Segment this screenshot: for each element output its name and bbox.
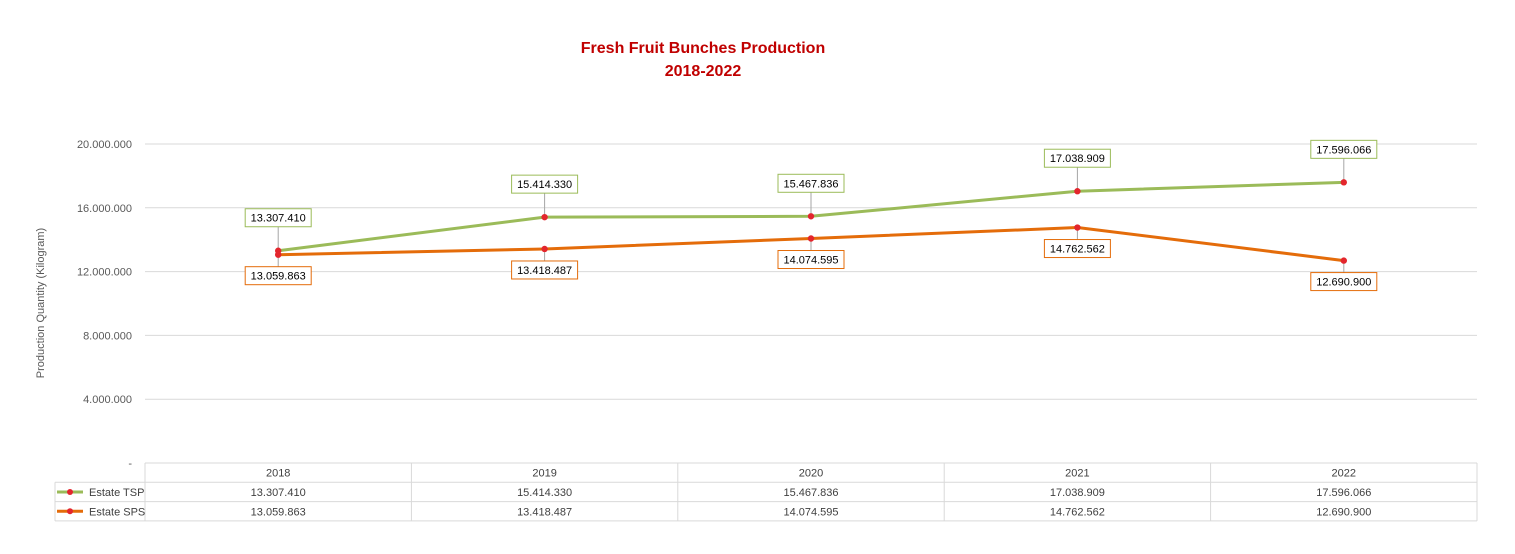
table-cell: 13.059.863 — [251, 506, 306, 518]
gridlines — [145, 143, 1477, 400]
data-point — [807, 235, 815, 242]
chart-title: Fresh Fruit Bunches Production — [581, 40, 825, 57]
table-cell: 17.038.909 — [1050, 487, 1105, 499]
data-point — [807, 213, 815, 220]
y-tick-label: 8.000.000 — [83, 330, 132, 342]
data-label-box — [1310, 272, 1378, 292]
table-cell: 13.307.410 — [251, 487, 306, 499]
data-point — [541, 245, 548, 253]
data-label: 14.074.595 — [783, 255, 838, 267]
data-label-box — [244, 208, 312, 228]
legend-marker-key — [67, 488, 73, 495]
y-axis-ticks: - 4.000.000 8.000.000 12.000.000 16.000.000 2… — [77, 139, 132, 470]
y-tick-label: 20.000.000 — [77, 139, 132, 151]
data-label-box — [244, 266, 312, 286]
data-label: 13.307.410 — [251, 213, 306, 225]
x-category-label: 2018 — [266, 468, 290, 480]
data-label: 17.596.066 — [1316, 144, 1371, 156]
y-tick-label: 12.000.000 — [77, 267, 132, 279]
y-tick-label: 4.000.000 — [83, 394, 132, 406]
table-cell: 14.762.562 — [1050, 506, 1105, 518]
data-label-box — [511, 260, 579, 280]
y-tick-label: - — [128, 458, 132, 470]
data-label-box — [1310, 139, 1378, 159]
y-tick-label: 16.000.000 — [77, 203, 132, 215]
data-label-box — [777, 250, 845, 270]
data-label: 14.762.562 — [1050, 244, 1105, 256]
x-category-label: 2020 — [799, 468, 823, 480]
x-category-label: 2021 — [1065, 468, 1089, 480]
x-category-label: 2019 — [532, 468, 556, 480]
data-table: 2018 2019 2020 2021 2022 Estate TSP 13.307.410… — [54, 462, 1478, 522]
data-point — [1340, 179, 1348, 186]
legend-entry: Estate TSP — [89, 487, 144, 499]
data-label: 15.467.836 — [783, 178, 838, 190]
data-point — [541, 213, 548, 221]
data-point — [1074, 188, 1081, 195]
data-label-box — [777, 173, 845, 193]
data-label-box — [511, 174, 579, 194]
table-cell: 15.467.836 — [783, 487, 838, 499]
chart-subtitle: 2018-2022 — [665, 63, 742, 80]
data-label: 12.690.900 — [1316, 277, 1371, 289]
table-cell: 17.596.066 — [1316, 487, 1371, 499]
data-label: 13.059.863 — [251, 271, 306, 283]
data-label: 17.038.909 — [1050, 153, 1105, 165]
table-cell: 14.074.595 — [783, 506, 838, 518]
table-cell: 15.414.330 — [517, 487, 572, 499]
y-axis-title: Production Quantity (Kilogram) — [35, 228, 47, 378]
data-label: 15.414.330 — [517, 179, 572, 191]
data-point — [1340, 257, 1348, 264]
x-category-label: 2022 — [1332, 468, 1356, 480]
table-cell: 13.418.487 — [517, 506, 572, 518]
data-point — [1074, 224, 1081, 231]
legend-entry: Estate SPS — [89, 506, 145, 518]
data-labels: 13.307.410 15.414.330 15.467.836 17.038.909… — [244, 139, 1378, 292]
data-label-box — [1043, 239, 1111, 259]
table-cell: 12.690.900 — [1316, 506, 1371, 518]
data-point — [275, 251, 282, 258]
series-markers — [275, 179, 1348, 264]
data-label-box — [1043, 148, 1111, 168]
data-label: 13.418.487 — [517, 265, 572, 277]
legend-marker-key — [67, 508, 73, 515]
